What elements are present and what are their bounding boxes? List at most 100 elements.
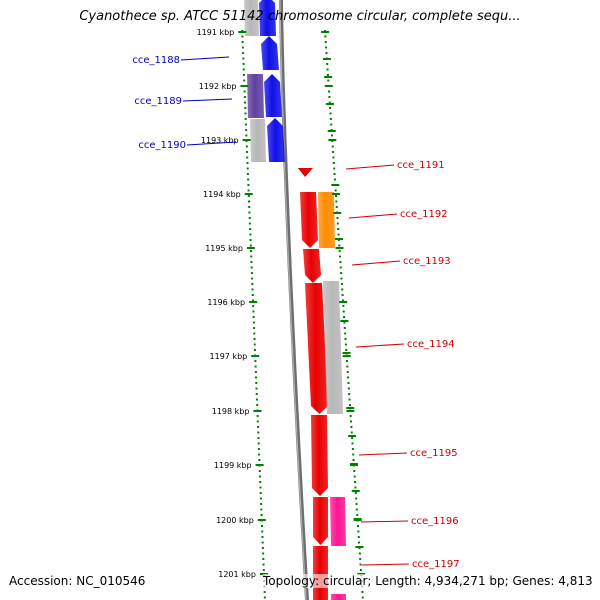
- guide-dot: [255, 387, 258, 390]
- gene-block[interactable]: [250, 119, 266, 162]
- gene-label-cce_1194[interactable]: cce_1194: [407, 339, 455, 350]
- gene-arrow[interactable]: [305, 283, 328, 414]
- guide-dot: [356, 514, 359, 516]
- guide-dot: [245, 145, 248, 148]
- gene-label-cce_1189[interactable]: cce_1189: [134, 96, 182, 107]
- gene-arrow[interactable]: [264, 74, 282, 117]
- gene-arrow[interactable]: [303, 249, 321, 283]
- gene-block[interactable]: [247, 74, 264, 118]
- guide-dot: [347, 376, 350, 379]
- gene-block[interactable]: [331, 594, 346, 600]
- gene-arrow[interactable]: [300, 192, 318, 248]
- gene-arrow[interactable]: [313, 497, 328, 545]
- gene-labels: cce_1188 cce_1189 cce_1190 cce_1191 cce_1192…: [132, 55, 459, 570]
- gene-block[interactable]: [244, 0, 259, 36]
- tick-mark: [340, 320, 349, 322]
- gene-arrow[interactable]: [267, 118, 285, 162]
- guide-dot: [334, 189, 337, 192]
- tick-mark: [346, 407, 355, 409]
- label-leaders: [180, 56, 410, 566]
- gene-label-cce_1190[interactable]: cce_1190: [138, 140, 186, 151]
- guide-dot: [349, 415, 352, 417]
- tick-mark: [324, 76, 333, 78]
- gene-label-cce_1195[interactable]: cce_1195: [410, 448, 458, 459]
- accession-text: Accession: NC_010546: [9, 574, 146, 588]
- tick-mark: [327, 130, 336, 132]
- kbp-tick-label: 1198 kbp: [212, 407, 250, 416]
- gene-label-cce_1192[interactable]: cce_1192: [400, 209, 448, 220]
- guide-dot: [348, 398, 351, 401]
- guide-dot: [351, 448, 354, 450]
- leader-line: [348, 213, 398, 219]
- tick-mark: [349, 463, 358, 465]
- guide-dot: [250, 261, 253, 263]
- guide-dot: [259, 481, 262, 483]
- guide-dot: [333, 167, 336, 170]
- guide-dot: [257, 431, 260, 434]
- guide-dot: [248, 222, 251, 225]
- guide-dot: [243, 90, 246, 93]
- guide-dot: [347, 382, 350, 384]
- gene-arrow[interactable]: [298, 168, 313, 177]
- kbp-tick-label: 1191 kbp: [197, 28, 235, 37]
- guide-dot: [357, 530, 360, 533]
- gene-block[interactable]: [323, 281, 343, 414]
- guide-dot: [340, 277, 343, 280]
- guide-dot: [338, 244, 341, 247]
- gene-arrow[interactable]: [311, 415, 328, 496]
- tick-mark: [346, 410, 355, 412]
- guide-dot: [258, 459, 261, 461]
- guide-dot: [331, 145, 334, 148]
- guide-dot: [241, 41, 244, 43]
- tick-mark: [249, 301, 258, 303]
- guide-dot: [244, 123, 247, 126]
- guide-dot: [261, 536, 264, 538]
- gene-arrow[interactable]: [261, 36, 279, 70]
- gene-block[interactable]: [330, 497, 346, 546]
- guide-dot: [248, 211, 251, 214]
- guide-dot: [249, 239, 252, 241]
- guide-dot: [357, 525, 359, 527]
- guide-dot: [355, 508, 358, 511]
- guide-dot: [260, 508, 263, 511]
- kbp-tick-label: 1201 kbp: [218, 570, 256, 579]
- guide-dot: [249, 233, 252, 236]
- guide-dot: [246, 167, 249, 170]
- guide-dot: [252, 316, 255, 318]
- gene-label-cce_1193[interactable]: cce_1193: [403, 256, 451, 267]
- guide-dot: [261, 530, 264, 533]
- guide-dot: [257, 437, 260, 439]
- gene-arrow[interactable]: [313, 546, 328, 600]
- guide-dot: [332, 156, 335, 159]
- guide-dot: [330, 134, 333, 137]
- guide-dot: [246, 162, 249, 164]
- kbp-ticks: 1191 kbp 1192 kbp 1193 kbp 1194 kbp 1195 kbp…: [197, 28, 366, 579]
- leader-line: [180, 56, 230, 61]
- leader-line: [351, 260, 401, 266]
- tick-mark: [334, 238, 343, 240]
- guide-dot: [242, 57, 245, 60]
- gene-block[interactable]: [318, 192, 335, 248]
- guide-dot: [335, 195, 337, 197]
- guide-dot: [341, 294, 344, 296]
- leader-line: [182, 98, 233, 102]
- guide-dot: [359, 569, 362, 571]
- guide-dot: [252, 310, 255, 313]
- guide-dot: [341, 299, 344, 302]
- guide-dot: [252, 305, 255, 307]
- guide-dot: [324, 41, 327, 43]
- gene-label-cce_1196[interactable]: cce_1196: [411, 516, 459, 527]
- guide-dot: [346, 371, 349, 373]
- kbp-tick-label: 1193 kbp: [201, 136, 239, 145]
- gene-label-cce_1188[interactable]: cce_1188: [132, 55, 180, 66]
- tick-mark: [342, 352, 351, 354]
- gene-label-cce_1197[interactable]: cce_1197: [412, 559, 460, 570]
- guide-dot: [330, 123, 333, 126]
- guide-dot: [343, 321, 346, 324]
- kbp-tick-label: 1196 kbp: [207, 298, 245, 307]
- guide-dot: [257, 442, 260, 445]
- guide-dot: [345, 349, 348, 351]
- gene-label-cce_1191[interactable]: cce_1191: [397, 160, 445, 171]
- guide-dot: [250, 250, 252, 252]
- gene-arrow[interactable]: [259, 0, 276, 36]
